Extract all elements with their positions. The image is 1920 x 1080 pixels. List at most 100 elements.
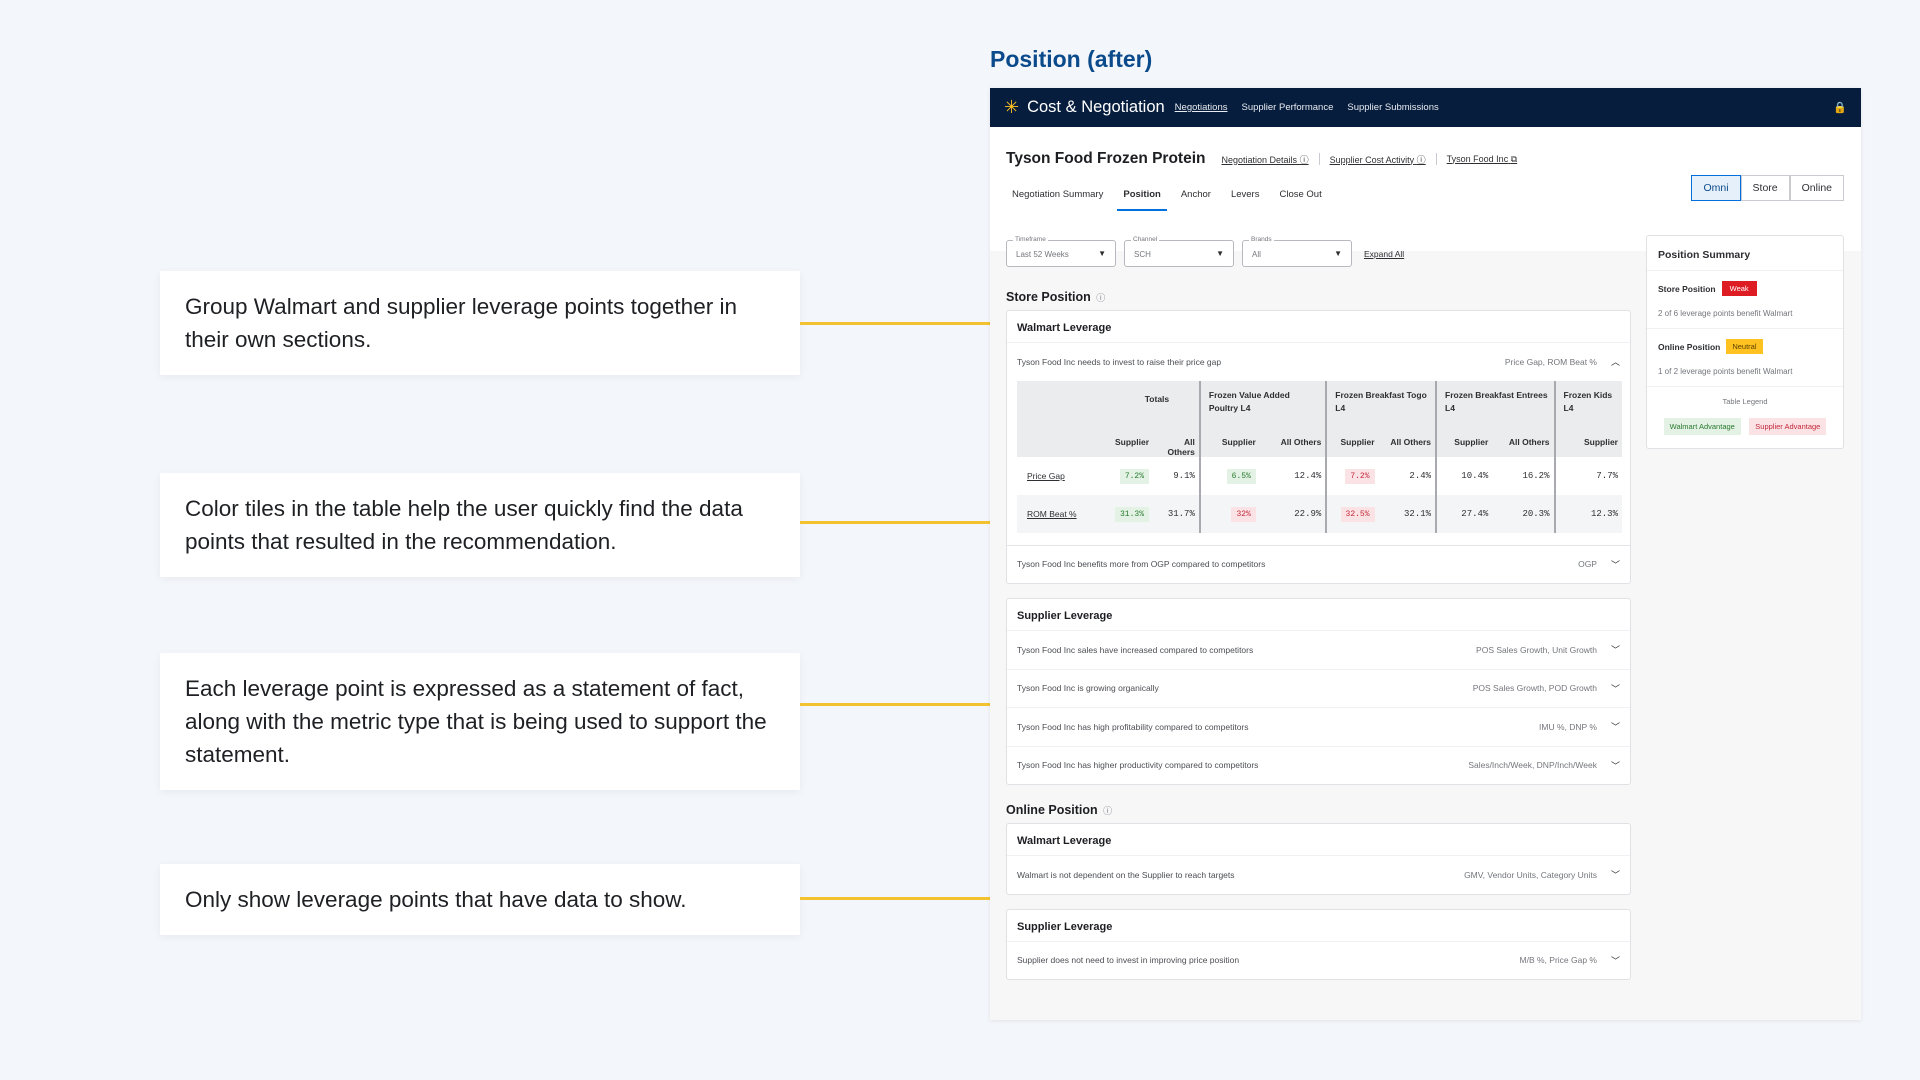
brands-select[interactable]: Brands All ▼ bbox=[1242, 236, 1352, 267]
toggle-store[interactable]: Store bbox=[1740, 175, 1790, 201]
advantage-tile: 32.5% bbox=[1340, 506, 1375, 522]
leverage-point[interactable]: Tyson Food Inc sales have increased comp… bbox=[1007, 630, 1630, 669]
leverage-point[interactable]: Walmart is not dependent on the Supplier… bbox=[1007, 855, 1630, 894]
nav-supplier-submissions[interactable]: Supplier Submissions bbox=[1347, 102, 1439, 113]
leverage-statement: Tyson Food Inc needs to invest to raise … bbox=[1017, 356, 1222, 367]
leverage-point[interactable]: Supplier does not need to invest in impr… bbox=[1007, 940, 1630, 980]
chevron-down-icon[interactable]: ﹀ bbox=[1610, 760, 1620, 771]
advantage-tile: 31.3% bbox=[1115, 506, 1150, 522]
negotiation-title: Tyson Food Frozen Protein bbox=[1006, 150, 1206, 167]
col-all-others: All Others bbox=[1378, 418, 1437, 457]
leverage-metric: POS Sales Growth, Unit Growth bbox=[1476, 644, 1597, 655]
channel-value: SCH bbox=[1134, 250, 1151, 259]
col-group: Frozen Breakfast Entrees L4 bbox=[1435, 380, 1555, 419]
table-cell: 10.4% bbox=[1435, 456, 1493, 495]
status-badge-neutral: Neutral bbox=[1726, 339, 1763, 354]
leverage-statement: Tyson Food Inc is growing organically bbox=[1017, 683, 1159, 694]
chevron-down-icon[interactable]: ﹀ bbox=[1610, 722, 1620, 733]
row-label-rom-beat[interactable]: ROM Beat % bbox=[1017, 494, 1111, 533]
chevron-down-icon[interactable]: ﹀ bbox=[1610, 955, 1620, 966]
leverage-point[interactable]: Tyson Food Inc has high profitability co… bbox=[1007, 707, 1630, 746]
app-brand: Cost & Negotiation bbox=[1027, 98, 1165, 116]
app-window: ✳ Cost & Negotiation Negotiations Suppli… bbox=[990, 88, 1861, 1020]
walmart-spark-icon: ✳ bbox=[1004, 97, 1020, 117]
chevron-down-icon[interactable]: ﹀ bbox=[1610, 870, 1620, 881]
col-all-others: All Others bbox=[1259, 418, 1327, 457]
callout-statement: Each leverage point is expressed as a st… bbox=[160, 653, 800, 790]
advantage-tile: 32% bbox=[1231, 506, 1256, 522]
status-badge-weak: Weak bbox=[1721, 281, 1757, 296]
leverage-statement: Supplier does not need to invest in impr… bbox=[1017, 955, 1240, 966]
table-cell: 16.2% bbox=[1522, 470, 1550, 481]
toggle-omni[interactable]: Omni bbox=[1691, 175, 1741, 201]
leverage-point[interactable]: Tyson Food Inc needs to invest to raise … bbox=[1007, 342, 1630, 381]
card-heading: Supplier Leverage bbox=[1017, 920, 1113, 933]
leverage-point[interactable]: Tyson Food Inc has higher productivity c… bbox=[1007, 745, 1630, 785]
position-summary-panel: Position Summary Store Position Weak 2 of… bbox=[1646, 235, 1844, 449]
table-cell: 27.4% bbox=[1435, 494, 1493, 533]
tab-anchor[interactable]: Anchor bbox=[1180, 189, 1211, 200]
store-position-detail: 2 of 6 leverage points benefit Walmart bbox=[1658, 309, 1793, 318]
leverage-metric: GMV, Vendor Units, Category Units bbox=[1464, 869, 1597, 880]
leverage-point[interactable]: Tyson Food Inc benefits more from OGP co… bbox=[1007, 544, 1630, 584]
nav-negotiations[interactable]: Negotiations bbox=[1174, 102, 1228, 113]
table-cell: 12.4% bbox=[1294, 470, 1322, 481]
table-cell: 31.7% bbox=[1153, 494, 1200, 533]
channel-select[interactable]: Channel SCH ▼ bbox=[1124, 236, 1234, 267]
main-content: Timeframe Last 52 Weeks ▼ Channel SCH ▼ … bbox=[1006, 236, 1631, 994]
caret-down-icon: ▼ bbox=[1334, 249, 1342, 258]
table-cell: 7.7% bbox=[1553, 456, 1622, 495]
connector-line bbox=[800, 322, 1012, 325]
timeframe-select[interactable]: Timeframe Last 52 Weeks ▼ bbox=[1006, 236, 1116, 267]
chevron-down-icon[interactable]: ﹀ bbox=[1610, 645, 1620, 656]
store-position-heading: Store Position ⓘ bbox=[1006, 290, 1106, 304]
chevron-up-icon[interactable]: ︿ bbox=[1610, 357, 1620, 368]
summary-heading: Position Summary bbox=[1647, 236, 1843, 271]
lock-icon[interactable]: 🔒 bbox=[1833, 102, 1847, 114]
leverage-statement: Tyson Food Inc sales have increased comp… bbox=[1017, 644, 1254, 655]
col-all-others: All Others bbox=[1492, 418, 1555, 457]
tab-negotiation-summary[interactable]: Negotiation Summary bbox=[1012, 189, 1104, 200]
callout-color-tiles: Color tiles in the table help the user q… bbox=[160, 473, 800, 577]
info-icon: ⓘ bbox=[1299, 154, 1309, 165]
expand-all-link[interactable]: Expand All bbox=[1364, 248, 1405, 259]
nav-supplier-performance[interactable]: Supplier Performance bbox=[1241, 102, 1334, 113]
table-cell: 12.3% bbox=[1553, 494, 1622, 533]
connector-line bbox=[800, 521, 1120, 524]
col-supplier: Supplier bbox=[1325, 418, 1379, 457]
col-supplier: Supplier bbox=[1553, 418, 1622, 457]
supplier-link[interactable]: Tyson Food Inc ⧉ bbox=[1446, 153, 1518, 164]
leverage-metric: IMU %, DNP % bbox=[1539, 721, 1597, 732]
info-icon: ⓘ bbox=[1100, 806, 1113, 816]
channel-label: Channel bbox=[1131, 236, 1160, 243]
brands-label: Brands bbox=[1249, 236, 1274, 243]
tab-levers[interactable]: Levers bbox=[1230, 189, 1260, 200]
online-position-detail: 1 of 2 leverage points benefit Walmart bbox=[1658, 367, 1793, 376]
legend-walmart-advantage: Walmart Advantage bbox=[1663, 418, 1741, 435]
chevron-down-icon[interactable]: ﹀ bbox=[1610, 559, 1620, 570]
tab-close-out[interactable]: Close Out bbox=[1279, 189, 1322, 200]
legend-supplier-advantage: Supplier Advantage bbox=[1749, 418, 1827, 435]
online-walmart-leverage-card: Walmart Leverage Walmart is not dependen… bbox=[1006, 823, 1631, 895]
leverage-table-wrap: Totals Frozen Value Added Poultry L4 Fro… bbox=[1007, 380, 1630, 541]
leverage-statement: Tyson Food Inc benefits more from OGP co… bbox=[1017, 559, 1266, 570]
advantage-tile: 7.2% bbox=[1345, 468, 1375, 484]
leverage-metric: Sales/Inch/Week, DNP/Inch/Week bbox=[1468, 760, 1597, 771]
table-legend: Table Legend Walmart Advantage Supplier … bbox=[1647, 387, 1843, 448]
col-supplier: Supplier bbox=[1111, 418, 1154, 457]
leverage-point[interactable]: Tyson Food Inc is growing organically PO… bbox=[1007, 668, 1630, 708]
caret-down-icon: ▼ bbox=[1216, 249, 1224, 258]
chevron-down-icon[interactable]: ﹀ bbox=[1610, 683, 1620, 694]
negotiation-details-link[interactable]: Negotiation Details ⓘ bbox=[1221, 154, 1309, 165]
toggle-online[interactable]: Online bbox=[1789, 175, 1844, 201]
callout-grouping: Group Walmart and supplier leverage poin… bbox=[160, 271, 800, 375]
leverage-table: Totals Frozen Value Added Poultry L4 Fro… bbox=[1017, 380, 1622, 533]
col-group: Frozen Breakfast Togo L4 bbox=[1325, 380, 1437, 419]
advantage-tile: 6.5% bbox=[1226, 468, 1256, 484]
online-supplier-leverage-card: Supplier Leverage Supplier does not need… bbox=[1006, 908, 1631, 980]
supplier-cost-activity-link[interactable]: Supplier Cost Activity ⓘ bbox=[1329, 154, 1426, 165]
row-label-price-gap[interactable]: Price Gap bbox=[1027, 470, 1065, 481]
info-icon: ⓘ bbox=[1416, 154, 1426, 165]
tab-position[interactable]: Position bbox=[1117, 179, 1167, 211]
online-position-label: Online Position bbox=[1658, 341, 1721, 352]
